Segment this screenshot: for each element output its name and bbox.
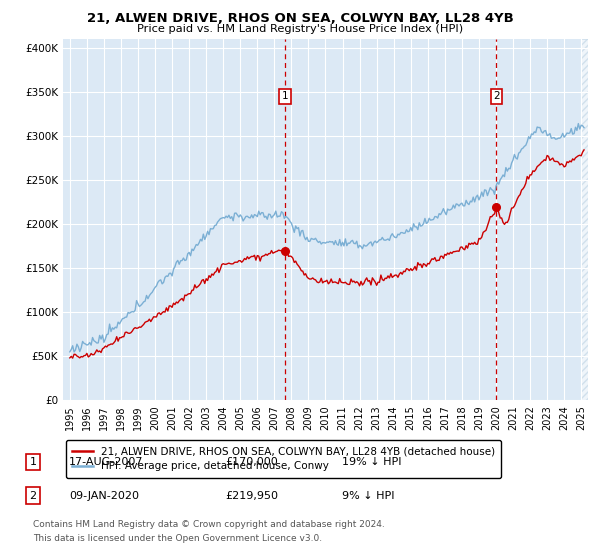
Text: 09-JAN-2020: 09-JAN-2020 [69, 491, 139, 501]
Text: 21, ALWEN DRIVE, RHOS ON SEA, COLWYN BAY, LL28 4YB: 21, ALWEN DRIVE, RHOS ON SEA, COLWYN BAY… [86, 12, 514, 25]
Text: 19% ↓ HPI: 19% ↓ HPI [342, 457, 401, 467]
Text: 1: 1 [281, 91, 288, 101]
Text: Contains HM Land Registry data © Crown copyright and database right 2024.: Contains HM Land Registry data © Crown c… [33, 520, 385, 529]
Text: Price paid vs. HM Land Registry's House Price Index (HPI): Price paid vs. HM Land Registry's House … [137, 24, 463, 34]
Text: 2: 2 [29, 491, 37, 501]
Text: This data is licensed under the Open Government Licence v3.0.: This data is licensed under the Open Gov… [33, 534, 322, 543]
Text: £219,950: £219,950 [225, 491, 278, 501]
Bar [581, 39, 588, 400]
Text: £170,000: £170,000 [225, 457, 278, 467]
Legend: 21, ALWEN DRIVE, RHOS ON SEA, COLWYN BAY, LL28 4YB (detached house), HPI: Averag: 21, ALWEN DRIVE, RHOS ON SEA, COLWYN BAY… [65, 440, 502, 478]
Text: 17-AUG-2007: 17-AUG-2007 [69, 457, 143, 467]
Text: 9% ↓ HPI: 9% ↓ HPI [342, 491, 395, 501]
Text: 1: 1 [29, 457, 37, 467]
Text: 2: 2 [493, 91, 500, 101]
